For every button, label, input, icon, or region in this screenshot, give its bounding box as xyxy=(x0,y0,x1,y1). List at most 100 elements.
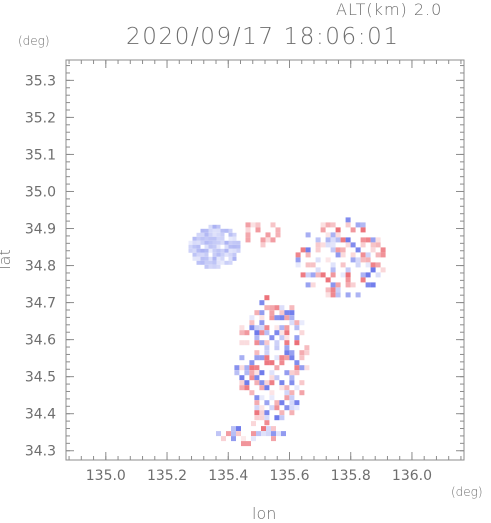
data-cell xyxy=(335,247,341,253)
data-cell xyxy=(264,415,270,421)
data-cell xyxy=(276,431,281,437)
data-cell xyxy=(239,325,245,331)
data-cell xyxy=(365,282,371,288)
data-cell xyxy=(269,370,275,376)
data-cell xyxy=(264,305,270,311)
data-cell xyxy=(295,262,301,268)
data-cell xyxy=(294,370,300,376)
data-cell xyxy=(325,232,331,238)
data-cell xyxy=(370,282,376,288)
data-cell xyxy=(360,237,366,243)
data-cell xyxy=(380,252,386,258)
data-cell xyxy=(251,421,256,427)
data-cell xyxy=(279,325,285,331)
data-cell xyxy=(212,228,217,233)
data-cell xyxy=(284,315,290,321)
data-cell xyxy=(254,400,260,406)
data-cell xyxy=(254,405,260,411)
data-cell xyxy=(294,405,300,411)
data-cell xyxy=(249,390,255,396)
data-cell xyxy=(192,236,197,241)
data-cell xyxy=(200,248,205,253)
data-cell xyxy=(365,257,371,263)
data-cell xyxy=(274,325,280,331)
data-cell xyxy=(216,252,221,257)
data-cell xyxy=(220,240,225,245)
y-tick-label: 34.3 xyxy=(25,444,56,460)
data-cell xyxy=(269,310,275,316)
data-cell xyxy=(259,380,265,386)
data-cell xyxy=(254,330,260,336)
data-cell xyxy=(355,257,361,263)
data-cell xyxy=(231,431,236,437)
data-cell xyxy=(212,264,217,269)
data-cell xyxy=(265,237,271,243)
data-cell xyxy=(260,242,266,248)
data-cell xyxy=(375,237,381,243)
data-cell xyxy=(274,355,280,361)
data-cell xyxy=(254,365,260,371)
data-cell xyxy=(220,256,225,261)
data-cell xyxy=(220,260,225,265)
data-cell xyxy=(244,340,250,346)
data-cell xyxy=(274,405,280,411)
plot-frame xyxy=(65,59,465,461)
data-cell xyxy=(279,355,285,361)
data-cell xyxy=(208,228,213,233)
data-cell xyxy=(204,256,209,261)
data-cell xyxy=(340,272,346,278)
data-cell xyxy=(284,310,290,316)
data-cell xyxy=(241,436,246,442)
data-cell xyxy=(289,315,295,321)
data-cell xyxy=(279,330,285,336)
data-cell xyxy=(264,325,270,331)
data-cell xyxy=(208,236,213,241)
data-cell xyxy=(305,232,311,238)
data-cell xyxy=(216,244,221,249)
data-cell xyxy=(279,410,285,416)
data-cell xyxy=(216,260,221,265)
data-cell xyxy=(239,340,245,346)
data-cell xyxy=(228,236,233,241)
data-cell xyxy=(264,355,270,361)
data-cell xyxy=(284,345,290,351)
data-cell xyxy=(264,295,270,301)
data-cell xyxy=(274,315,280,321)
data-cell xyxy=(212,248,217,253)
data-cell xyxy=(284,390,290,396)
data-cell xyxy=(271,431,276,437)
data-cell xyxy=(289,390,295,396)
data-cell xyxy=(305,252,311,258)
data-cell xyxy=(212,252,217,257)
data-cell xyxy=(259,410,265,416)
data-cell xyxy=(269,390,275,396)
data-cell xyxy=(281,431,286,437)
data-cell xyxy=(192,256,197,261)
data-cell xyxy=(275,227,281,233)
data-cell xyxy=(325,237,331,243)
data-cell xyxy=(264,330,270,336)
data-cell xyxy=(208,248,213,253)
data-cell xyxy=(345,282,351,288)
data-cell xyxy=(289,320,295,326)
data-cell xyxy=(350,257,356,263)
data-cell xyxy=(325,242,331,248)
data-cell xyxy=(254,340,260,346)
data-cell xyxy=(335,282,341,288)
data-cell xyxy=(254,310,260,316)
data-cell xyxy=(234,365,240,371)
data-cell xyxy=(212,224,217,229)
x-tick-label: 136.0 xyxy=(392,468,432,484)
data-cell xyxy=(259,370,265,376)
data-cell xyxy=(251,436,256,442)
data-cell xyxy=(279,305,285,311)
data-cell xyxy=(274,305,280,311)
data-cell xyxy=(241,441,246,447)
data-cell xyxy=(249,360,255,366)
y-tick-label: 35.1 xyxy=(25,147,56,163)
data-cell xyxy=(279,360,285,366)
data-cell xyxy=(216,248,221,253)
data-cell xyxy=(279,380,285,386)
data-cell xyxy=(370,242,376,248)
data-cell xyxy=(315,242,321,248)
